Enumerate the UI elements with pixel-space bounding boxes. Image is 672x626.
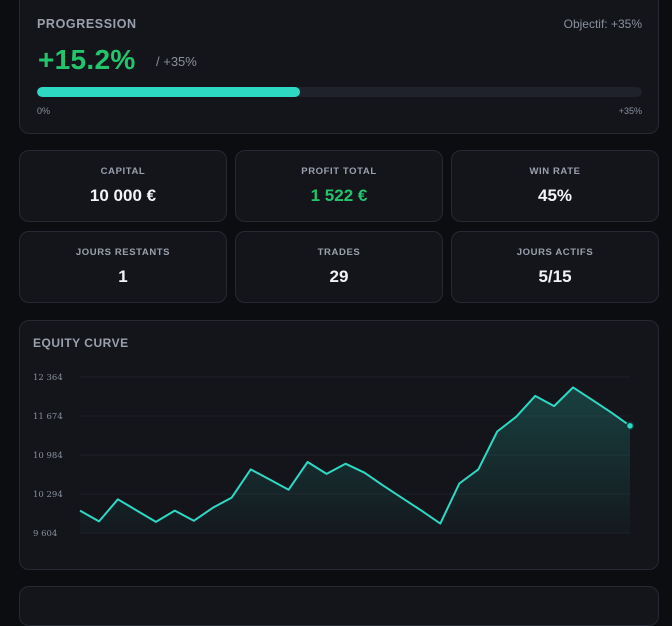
equity-point — [401, 497, 404, 500]
y-tick-label: 10 294 — [33, 490, 63, 500]
equity-point — [306, 461, 309, 464]
equity-point — [97, 520, 100, 523]
equity-point — [572, 386, 575, 389]
stat-value: 10 000 € — [89, 186, 157, 205]
equity-point — [268, 478, 271, 481]
equity-last-point — [625, 421, 635, 431]
stat-value: 1 — [118, 267, 128, 286]
equity-point — [287, 488, 290, 491]
equity-point — [211, 506, 214, 509]
equity-point — [515, 415, 518, 418]
equity-point — [192, 519, 195, 522]
stat-label: PROFIT TOTAL — [301, 166, 377, 177]
stat-value: 45% — [537, 186, 573, 205]
equity-chart: 9 604 10 294 10 984 11 674 12 364 — [33, 373, 635, 539]
equity-line — [79, 386, 631, 525]
equity-area — [80, 387, 630, 533]
stat-card-jours-restants: JOURS RESTANTS 1 — [19, 231, 227, 303]
progression-title: PROGRESSION — [37, 17, 137, 31]
equity-point — [325, 472, 328, 475]
equity-point — [79, 509, 82, 512]
stat-card-jours-actifs: JOURS ACTIFS 5/15 — [451, 231, 659, 303]
equity-point — [135, 509, 138, 512]
equity-point — [496, 430, 499, 433]
stat-label: CAPITAL — [100, 166, 146, 177]
equity-point — [363, 471, 366, 474]
y-tick-label: 11 674 — [33, 412, 63, 422]
equity-point — [154, 520, 157, 523]
equity-point — [477, 468, 480, 471]
stat-card-profit-total: PROFIT TOTAL 1 522 € — [235, 150, 443, 222]
equity-point — [553, 405, 556, 408]
equity-curve-title: EQUITY CURVE — [33, 336, 129, 350]
equity-point — [591, 398, 594, 401]
stat-card-trades: TRADES 29 — [235, 231, 443, 303]
equity-point — [534, 394, 537, 397]
stat-value: 5/15 — [538, 267, 572, 286]
progress-max-label: +35% — [618, 106, 642, 116]
stat-value: 29 — [329, 267, 349, 286]
stat-value: 1 522 € — [310, 186, 368, 205]
stat-card-win-rate: WIN RATE 45% — [451, 150, 659, 222]
progress-bar — [37, 87, 642, 97]
bottom-card — [19, 586, 659, 626]
y-tick-label: 9 604 — [33, 529, 57, 539]
equity-point — [344, 462, 347, 465]
y-tick-label: 12 364 — [33, 373, 63, 383]
equity-curve-card: EQUITY CURVE 9 604 10 294 10 984 11 674 12 3… — [19, 320, 659, 570]
stat-label: JOURS ACTIFS — [516, 247, 594, 258]
equity-point — [173, 509, 176, 512]
stat-card-capital: CAPITAL 10 000 € — [19, 150, 227, 222]
progress-bar-fill — [37, 87, 300, 97]
progression-goal: / +35% — [156, 54, 197, 69]
progression-card: PROGRESSION Objectif: +35% +15.2% / +35%… — [19, 0, 659, 134]
stat-label: WIN RATE — [529, 166, 581, 177]
equity-point — [116, 498, 119, 501]
y-tick-label: 10 984 — [33, 451, 63, 461]
equity-point — [382, 484, 385, 487]
equity-point — [230, 496, 233, 499]
equity-point — [458, 482, 461, 485]
equity-point — [610, 411, 613, 414]
progress-min-label: 0% — [37, 106, 51, 116]
stat-label: JOURS RESTANTS — [75, 247, 171, 258]
progression-percent: +15.2% — [38, 44, 136, 75]
stat-label: TRADES — [317, 247, 361, 258]
progression-target: Objectif: +35% — [563, 17, 642, 31]
equity-point — [420, 509, 423, 512]
equity-point — [439, 522, 442, 525]
equity-point — [249, 468, 252, 471]
